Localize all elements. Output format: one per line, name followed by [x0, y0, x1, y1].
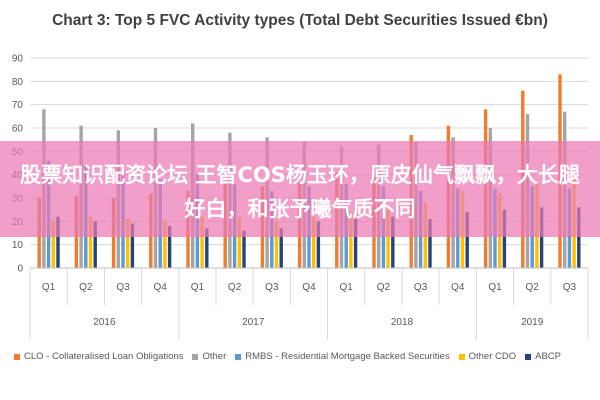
chart-title: Chart 3: Top 5 FVC Activity types (Total…	[52, 12, 548, 29]
x-tick-label: Q2	[79, 282, 93, 293]
bar	[56, 216, 60, 268]
legend-swatch	[458, 353, 465, 360]
legend-label: RMBS - Residential Mortgage Backed Secur…	[245, 351, 450, 362]
y-tick-label: 70	[12, 100, 24, 111]
bar	[130, 223, 135, 268]
bar	[312, 216, 316, 268]
x-tick-label: Q3	[563, 282, 577, 293]
x-tick-label: Q1	[191, 282, 205, 293]
bar	[465, 212, 469, 268]
bar	[237, 216, 241, 268]
legend-item: CLO - Collateralised Loan Obligations	[14, 351, 183, 362]
bar	[163, 221, 167, 268]
x-tick-label: Q2	[228, 282, 242, 293]
x-tick-label: Q1	[42, 282, 56, 293]
bar	[242, 230, 246, 268]
bar	[205, 228, 209, 268]
bar	[577, 207, 581, 268]
bar	[200, 216, 204, 268]
bar	[167, 226, 172, 268]
y-tick-label: 90	[12, 54, 24, 65]
x-tick-label: Q1	[488, 282, 502, 293]
legend-label: ABCP	[535, 351, 561, 362]
x-tick-label: Q3	[116, 282, 130, 293]
y-tick-label: 80	[12, 77, 24, 88]
x-tick-label: Q4	[154, 282, 168, 293]
x-tick-label: Q2	[377, 282, 391, 293]
bar	[386, 209, 390, 268]
chart-legend: CLO - Collateralised Loan Obligations Oth…	[14, 351, 600, 362]
bar	[349, 212, 353, 268]
bar	[502, 209, 507, 268]
bar	[93, 221, 97, 268]
bar	[274, 221, 279, 268]
legend-item: ABCP	[525, 351, 561, 362]
year-label: 2018	[391, 317, 414, 328]
bar	[279, 228, 283, 268]
legend-swatch	[14, 353, 20, 360]
bar	[316, 221, 321, 268]
year-label: 2019	[521, 317, 544, 328]
bar	[391, 216, 395, 268]
y-tick-label: 10	[12, 240, 24, 251]
bar	[88, 216, 93, 268]
y-tick-label: 0	[17, 264, 23, 275]
bar	[126, 219, 130, 268]
year-label: 2017	[242, 317, 265, 328]
legend-label: CLO - Collateralised Loan Obligations	[24, 351, 184, 362]
overlay-banner	[0, 141, 600, 237]
legend-item: RMBS - Residential Mortgage Backed Secur…	[235, 351, 450, 362]
legend-item: Other	[192, 351, 226, 362]
year-label: 2016	[93, 317, 116, 328]
bar	[539, 207, 544, 268]
legend-item: Other CDO	[458, 351, 517, 362]
x-tick-label: Q3	[265, 282, 279, 293]
x-tick-label: Q3	[414, 282, 428, 293]
y-tick-label: 60	[12, 124, 24, 135]
overlay-banner-text: 股票知识配资论坛 王智COS杨玉环，原皮仙气飘飘，大长腿好白，和张予曦气质不同	[20, 163, 580, 221]
x-tick-label: Q1	[340, 282, 354, 293]
bar	[428, 219, 432, 268]
legend-label: Other CDO	[468, 351, 517, 362]
x-tick-label: Q2	[526, 282, 540, 293]
bar	[51, 221, 55, 268]
legend-swatch	[192, 353, 199, 360]
bar	[353, 219, 358, 268]
legend-swatch	[235, 353, 242, 360]
x-tick-label: Q4	[451, 282, 465, 293]
x-tick-label: Q4	[302, 282, 316, 293]
legend-swatch	[525, 353, 532, 360]
legend-label: Other	[202, 351, 227, 362]
